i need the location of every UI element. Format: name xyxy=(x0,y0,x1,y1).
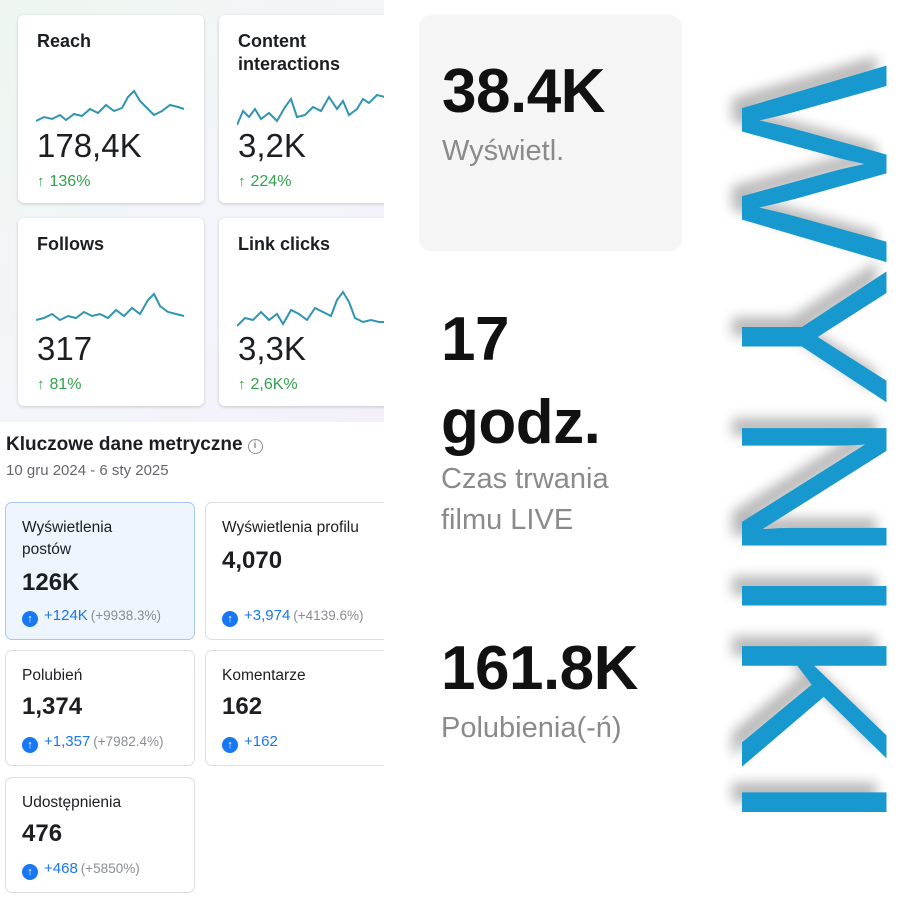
metric-change: ↑ +1,357 (+7982.4%) xyxy=(22,733,163,753)
card-title: Link clicks xyxy=(238,234,331,254)
arrow-up-icon: ↑ xyxy=(37,376,45,393)
likes-value: 161.8K xyxy=(441,634,638,703)
metric-change: ↑ +468 (+5850%) xyxy=(22,860,140,880)
section-title: Kluczowe dane metryczne i xyxy=(6,434,263,456)
link-clicks-card[interactable]: Link clicks 3,3K ↑ 2,6K% xyxy=(219,218,384,406)
card-value: 178,4K xyxy=(37,127,142,164)
arrow-up-icon: ↑ xyxy=(37,173,45,190)
metric-value: 476 xyxy=(22,820,63,847)
follows-sparkline xyxy=(36,292,185,322)
results-heading: WYNIKI xyxy=(700,64,900,836)
metric-card-comments[interactable]: Komentarze 162 ↑ +162 xyxy=(205,650,384,766)
metric-card-likes[interactable]: Polubień 1,374 ↑ +1,357 (+7982.4%) xyxy=(5,650,195,766)
metric-value: 162 xyxy=(222,693,263,720)
arrow-up-circle-icon: ↑ xyxy=(22,864,38,880)
live-duration-value: 17 xyxy=(441,305,509,374)
content-interactions-card[interactable]: Content interactions 3,2K ↑ 224% xyxy=(219,15,384,203)
card-value: 317 xyxy=(37,330,93,367)
metric-card-shares[interactable]: Udostępnienia 476 ↑ +468 (+5850%) xyxy=(5,777,195,893)
content-interactions-sparkline xyxy=(237,93,384,126)
arrow-up-circle-icon: ↑ xyxy=(22,737,38,753)
arrow-up-icon: ↑ xyxy=(238,376,246,393)
card-value: 3,2K xyxy=(238,127,306,164)
metric-card-post-views[interactable]: Wyświetlenia postów 126K ↑ +124K (+9938.3%… xyxy=(5,502,195,640)
card-title: Reach xyxy=(37,31,92,51)
metric-label: Wyświetlenia postów xyxy=(22,519,113,558)
analytics-overview-panel: Reach 178,4K ↑ 136% Content interactions … xyxy=(0,0,384,422)
metric-label: Komentarze xyxy=(222,667,306,684)
reach-card[interactable]: Reach 178,4K ↑ 136% xyxy=(18,15,204,203)
info-icon[interactable]: i xyxy=(247,439,263,454)
metric-label: Polubień xyxy=(22,667,83,684)
link-clicks-sparkline xyxy=(237,290,384,327)
arrow-up-circle-icon: ↑ xyxy=(222,737,238,753)
metric-label: Udostępnienia xyxy=(22,794,122,811)
live-duration-label-2: filmu LIVE xyxy=(441,504,574,536)
card-change: ↑ 81% xyxy=(37,376,82,393)
live-stats-panel: 38.4K Wyświetl. 17 godz. Czas trwania fi… xyxy=(384,0,700,900)
follows-card[interactable]: Follows 317 ↑ 81% xyxy=(18,218,204,406)
live-duration-unit: godz. xyxy=(441,388,601,457)
metric-value: 126K xyxy=(22,569,80,596)
metric-label: Wyświetlenia profilu xyxy=(222,519,359,536)
card-change: ↑ 136% xyxy=(37,173,91,190)
card-change: ↑ 224% xyxy=(238,173,292,190)
card-change: ↑ 2,6K% xyxy=(238,376,298,393)
views-stat-box: 38.4K Wyświetl. xyxy=(419,15,682,251)
metric-change: ↑ +162 xyxy=(222,733,281,753)
likes-label: Polubienia(-ń) xyxy=(441,712,622,744)
views-value: 38.4K xyxy=(442,57,605,126)
arrow-up-icon: ↑ xyxy=(238,173,246,190)
metric-card-profile-views[interactable]: Wyświetlenia profilu 4,070 ↑ +3,974 (+4139… xyxy=(205,502,384,640)
arrow-up-circle-icon: ↑ xyxy=(22,611,38,627)
metric-change: ↑ +124K (+9938.3%) xyxy=(22,607,161,627)
metric-change: ↑ +3,974 (+4139.6%) xyxy=(222,607,363,627)
card-title: Follows xyxy=(37,234,104,254)
arrow-up-circle-icon: ↑ xyxy=(222,611,238,627)
card-title: Content interactions xyxy=(238,31,341,74)
metric-value: 4,070 xyxy=(222,547,283,574)
key-metrics-panel: Kluczowe dane metryczne i 10 gru 2024 - 6… xyxy=(0,422,384,900)
results-banner: WYNIKI xyxy=(700,0,900,900)
card-value: 3,3K xyxy=(238,330,306,367)
date-range[interactable]: 10 gru 2024 - 6 sty 2025 xyxy=(6,462,169,479)
reach-sparkline xyxy=(36,89,185,122)
live-duration-label: Czas trwania xyxy=(441,463,609,495)
views-label: Wyświetl. xyxy=(442,135,565,167)
metric-value: 1,374 xyxy=(22,693,83,720)
